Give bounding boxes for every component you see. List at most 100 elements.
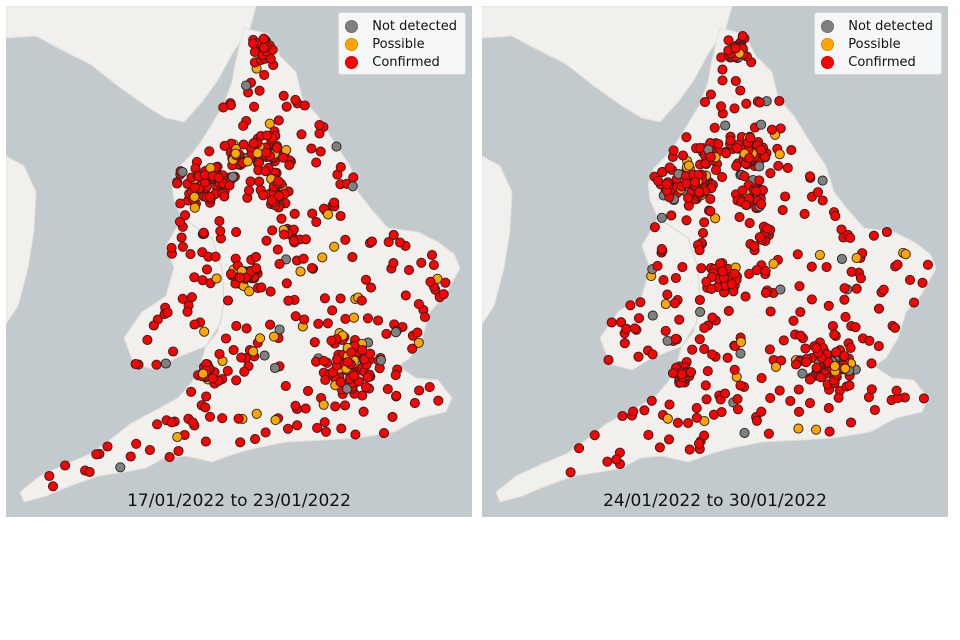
site-marker-confirmed [299, 314, 310, 325]
site-marker-confirmed [290, 94, 301, 105]
site-marker-confirmed [670, 272, 681, 284]
site-marker-confirmed [433, 395, 444, 406]
site-marker-possible [774, 149, 785, 160]
site-marker-confirmed [258, 42, 270, 53]
site-marker-confirmed [131, 438, 142, 449]
site-marker-confirmed [699, 344, 710, 355]
map-panel-right: Not detected Possible Confirmed 24/01/20… [482, 6, 948, 517]
site-marker-confirmed [239, 366, 250, 377]
site-marker-confirmed [629, 323, 640, 334]
site-marker-possible [248, 346, 259, 357]
site-marker-not-detected [331, 141, 342, 152]
site-marker-confirmed [219, 191, 230, 202]
site-marker-confirmed [873, 341, 884, 352]
site-marker-confirmed [222, 295, 234, 306]
site-marker-confirmed [306, 143, 317, 154]
site-marker-confirmed [313, 318, 324, 329]
site-marker-confirmed [356, 295, 367, 306]
site-marker-possible [683, 160, 695, 171]
site-marker-confirmed [774, 95, 785, 107]
site-marker-confirmed [274, 258, 285, 269]
site-marker-not-detected [695, 306, 706, 317]
legend-marker-grey [345, 19, 359, 33]
legend-right: Not detected Possible Confirmed [814, 12, 942, 75]
site-marker-not-detected [817, 175, 828, 186]
site-marker-confirmed [306, 263, 318, 274]
site-marker-confirmed [201, 391, 212, 402]
site-marker-confirmed [166, 417, 177, 428]
site-marker-confirmed [336, 423, 347, 434]
site-marker-possible [255, 333, 266, 344]
site-marker-confirmed [697, 228, 709, 239]
site-marker-confirmed [273, 190, 284, 202]
site-marker-confirmed [315, 146, 326, 157]
site-marker-possible [242, 156, 253, 167]
site-marker-confirmed [589, 430, 600, 441]
legend-label: Possible [848, 36, 901, 52]
site-marker-confirmed [335, 293, 346, 304]
site-marker-confirmed [231, 227, 242, 238]
site-marker-confirmed [296, 129, 307, 140]
site-marker-confirmed [760, 265, 771, 276]
site-marker-confirmed [219, 140, 230, 151]
site-marker-confirmed [288, 235, 299, 246]
site-marker-confirmed [681, 132, 692, 143]
site-marker-confirmed [326, 335, 337, 346]
site-marker-confirmed [340, 313, 351, 324]
site-marker-confirmed [189, 272, 200, 283]
site-marker-confirmed [705, 151, 716, 162]
site-marker-confirmed [102, 441, 113, 452]
legend-label: Not detected [848, 18, 933, 34]
site-marker-confirmed [319, 293, 330, 304]
legend-marker-red [345, 55, 359, 69]
site-marker-confirmed [881, 226, 892, 238]
site-marker-confirmed [868, 230, 879, 241]
site-marker-confirmed [790, 359, 802, 370]
site-marker-confirmed [428, 260, 439, 271]
site-marker-confirmed [668, 145, 679, 156]
site-marker-confirmed [762, 223, 773, 234]
site-marker-confirmed [889, 322, 901, 333]
site-marker-confirmed [831, 347, 842, 358]
site-marker-possible [768, 258, 779, 269]
site-marker-confirmed [734, 212, 745, 223]
site-marker-confirmed [172, 178, 183, 189]
site-marker-confirmed [689, 177, 701, 188]
site-marker-confirmed [658, 275, 669, 286]
site-marker-confirmed [751, 415, 762, 426]
legend-marker-red [821, 55, 835, 69]
site-marker-confirmed [633, 351, 644, 362]
site-marker-confirmed [217, 413, 228, 424]
site-marker-possible [811, 424, 822, 435]
site-marker-confirmed [625, 300, 636, 311]
site-marker-confirmed [756, 406, 767, 417]
site-marker-confirmed [335, 162, 346, 173]
site-marker-confirmed [248, 38, 259, 49]
site-marker-confirmed [683, 192, 694, 204]
site-marker-confirmed [806, 261, 817, 272]
site-marker-not-detected [241, 80, 252, 91]
site-marker-confirmed [362, 372, 373, 383]
site-marker-confirmed [639, 405, 650, 416]
site-marker-confirmed [657, 166, 668, 178]
site-marker-confirmed [254, 176, 265, 187]
site-marker-confirmed [339, 400, 351, 411]
site-marker-confirmed [891, 385, 902, 396]
site-marker-confirmed [663, 434, 675, 445]
site-marker-confirmed [777, 205, 788, 216]
site-marker-possible [348, 312, 359, 323]
site-marker-confirmed [235, 272, 246, 283]
site-marker-confirmed [707, 349, 718, 360]
site-marker-confirmed [725, 135, 736, 146]
site-marker-confirmed [866, 358, 877, 369]
legend-label: Possible [372, 36, 425, 52]
site-marker-possible [270, 415, 281, 426]
site-marker-confirmed [666, 210, 677, 221]
map-panel-left: Not detected Possible Confirmed 17/01/20… [6, 6, 472, 517]
site-marker-possible [814, 249, 825, 260]
site-marker-possible [770, 361, 781, 372]
site-marker-confirmed [744, 218, 755, 229]
site-marker-confirmed [839, 350, 850, 362]
site-marker-confirmed [833, 392, 844, 403]
site-marker-confirmed [413, 299, 424, 310]
